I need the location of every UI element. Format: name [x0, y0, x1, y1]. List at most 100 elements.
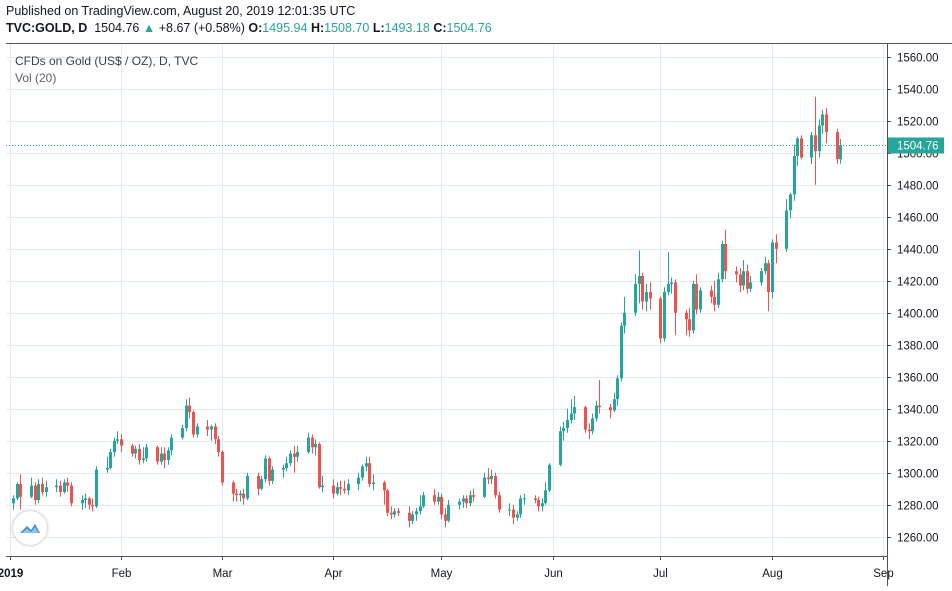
y-tick-label: 1360.00: [897, 373, 939, 385]
candle-body: [419, 506, 422, 512]
candle-body: [645, 292, 648, 302]
candle-body: [785, 210, 788, 249]
y-tick-label: 1380.00: [897, 341, 939, 353]
x-tick-label: May: [431, 568, 453, 580]
candle-body: [764, 263, 767, 272]
candle-body: [264, 458, 267, 480]
candle-body: [818, 125, 821, 152]
x-tick-label: Jul: [653, 568, 668, 580]
candle-body: [289, 453, 292, 464]
y-tick-label: 1420.00: [897, 277, 939, 289]
y-tick-label: 1560.00: [897, 53, 939, 65]
candle-body: [45, 487, 48, 492]
candle-body: [566, 420, 569, 428]
close-value: 1504.76: [446, 21, 492, 35]
candle-body: [163, 453, 166, 460]
candle-body: [361, 466, 364, 478]
candle-body: [490, 476, 493, 480]
candle-body: [699, 290, 702, 310]
candle-body: [588, 429, 591, 432]
candle-body: [713, 296, 716, 305]
candle-body: [825, 114, 828, 132]
candle-body: [447, 504, 450, 521]
candle-body: [41, 484, 44, 492]
candle-body: [458, 501, 461, 505]
candle-body: [433, 495, 436, 502]
candle-body: [257, 476, 260, 489]
candle-body: [59, 485, 62, 492]
candle-body: [793, 156, 796, 195]
candle-body: [638, 276, 641, 284]
candle-body: [19, 484, 22, 497]
open-value: 1495.94: [262, 21, 308, 35]
candle-body: [634, 284, 637, 313]
candle-body: [767, 263, 770, 292]
candle-body: [411, 514, 414, 521]
candle-body: [724, 244, 727, 272]
candle-body: [321, 485, 324, 488]
change-arrow-icon: ▲: [142, 21, 156, 35]
candle-body: [613, 399, 616, 411]
candle-body: [210, 426, 213, 430]
candle-body: [749, 282, 752, 289]
candle-body: [239, 493, 242, 496]
y-tick-label: 1320.00: [897, 437, 939, 449]
candle-body: [735, 271, 738, 275]
candle-body: [311, 437, 314, 448]
candle-body: [134, 448, 137, 454]
candle-body: [562, 428, 565, 432]
legend-title: CFDs on Gold (US$ / OZ), D, TVC: [15, 54, 199, 68]
candle-body: [221, 452, 224, 483]
candle-body: [760, 271, 763, 283]
candle-body: [386, 490, 389, 513]
candle-body: [523, 498, 526, 500]
x-tick-label: Mar: [213, 568, 233, 580]
candle-body: [214, 426, 217, 440]
candle-body: [95, 469, 98, 507]
open-label: O:: [248, 21, 263, 35]
candle-body: [541, 503, 544, 507]
candle-body: [494, 476, 497, 496]
candle-body: [796, 138, 799, 156]
candle-body: [16, 484, 19, 499]
candle-body: [739, 274, 742, 286]
x-tick-label: Feb: [112, 568, 132, 580]
candle-body: [695, 284, 698, 310]
x-tick-label: 2019: [0, 568, 23, 580]
candle-body: [160, 453, 163, 462]
candle-body: [296, 452, 299, 457]
tradingview-logo[interactable]: [13, 511, 47, 545]
candle-body: [106, 468, 109, 470]
candle-body: [84, 498, 87, 500]
candle-body: [465, 498, 468, 504]
candle-body: [472, 495, 475, 497]
candle-body: [559, 431, 562, 465]
candle-body: [372, 482, 375, 484]
candle-body: [839, 145, 842, 160]
x-tick-label: Jun: [544, 568, 563, 580]
y-tick-label: 1480.00: [897, 181, 939, 193]
candle-body: [142, 458, 145, 460]
candle-body: [34, 485, 37, 500]
candle-body: [570, 413, 573, 420]
candle-body: [235, 493, 238, 496]
candle-body: [623, 312, 626, 326]
y-tick-label: 1400.00: [897, 309, 939, 321]
y-tick-label: 1460.00: [897, 213, 939, 225]
y-tick-label: 1300.00: [897, 469, 939, 481]
candle-body: [192, 412, 195, 435]
candle-body: [120, 439, 123, 446]
candle-body: [63, 482, 66, 492]
candle-body: [721, 244, 724, 280]
candle-body: [462, 498, 465, 502]
last-price-tag-label: 1504.76: [897, 141, 939, 153]
candle-body: [246, 476, 249, 499]
candle-body: [667, 284, 670, 292]
candle-body: [548, 464, 551, 491]
candle-body: [519, 498, 522, 515]
candle-body: [408, 512, 411, 521]
candle-body: [814, 135, 817, 152]
candle-body: [620, 325, 623, 379]
candle-body: [260, 479, 263, 489]
